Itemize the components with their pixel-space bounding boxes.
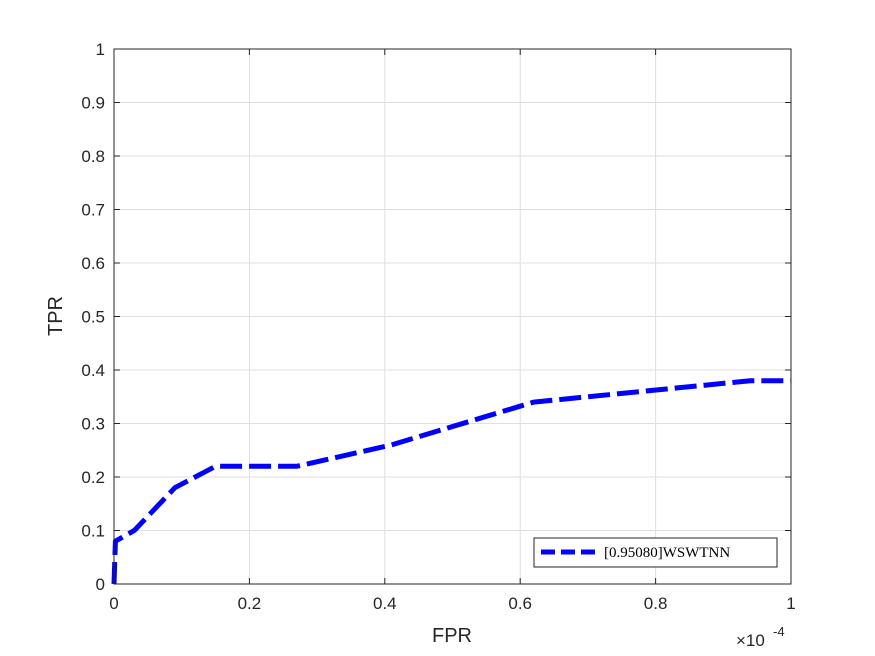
legend: [0.95080]WSWTNN <box>533 537 778 568</box>
y-tick-label: 0.5 <box>81 308 105 327</box>
axis-ticks <box>113 48 792 585</box>
series-line <box>111 378 791 585</box>
y-tick-label: 0.9 <box>81 94 105 113</box>
x-exponent-power: -4 <box>773 624 785 639</box>
x-exponent-base: ×10 <box>736 631 765 650</box>
y-tick-label: 0.3 <box>81 415 105 434</box>
x-axis-label: FPR <box>432 625 472 647</box>
y-tick-label: 1 <box>96 40 105 59</box>
x-tick-label: 0 <box>109 594 118 613</box>
y-axis-label: TPR <box>45 296 67 336</box>
y-tick-label: 0.1 <box>81 522 105 541</box>
series-group <box>111 378 791 585</box>
y-tick-label: 0.6 <box>81 254 105 273</box>
x-axis-exponent: ×10 -4 <box>736 624 785 650</box>
y-tick-label: 0 <box>96 575 105 594</box>
x-tick-label: 0.6 <box>508 594 532 613</box>
y-tick-label: 0.4 <box>81 361 105 380</box>
y-tick-label: 0.8 <box>81 147 105 166</box>
x-tick-label: 0.8 <box>644 594 668 613</box>
tick-labels: 0 0.2 0.4 0.6 0.8 1 0 0.1 0.2 0.3 0.4 0.5 0.6 0.7 0.8 0… <box>81 40 795 613</box>
x-tick-label: 0.2 <box>238 594 262 613</box>
y-tick-label: 0.7 <box>81 201 105 220</box>
x-tick-label: 1 <box>786 594 795 613</box>
x-tick-label: 0.4 <box>373 594 397 613</box>
legend-label: [0.95080]WSWTNN <box>604 545 730 561</box>
y-tick-label: 0.2 <box>81 468 105 487</box>
